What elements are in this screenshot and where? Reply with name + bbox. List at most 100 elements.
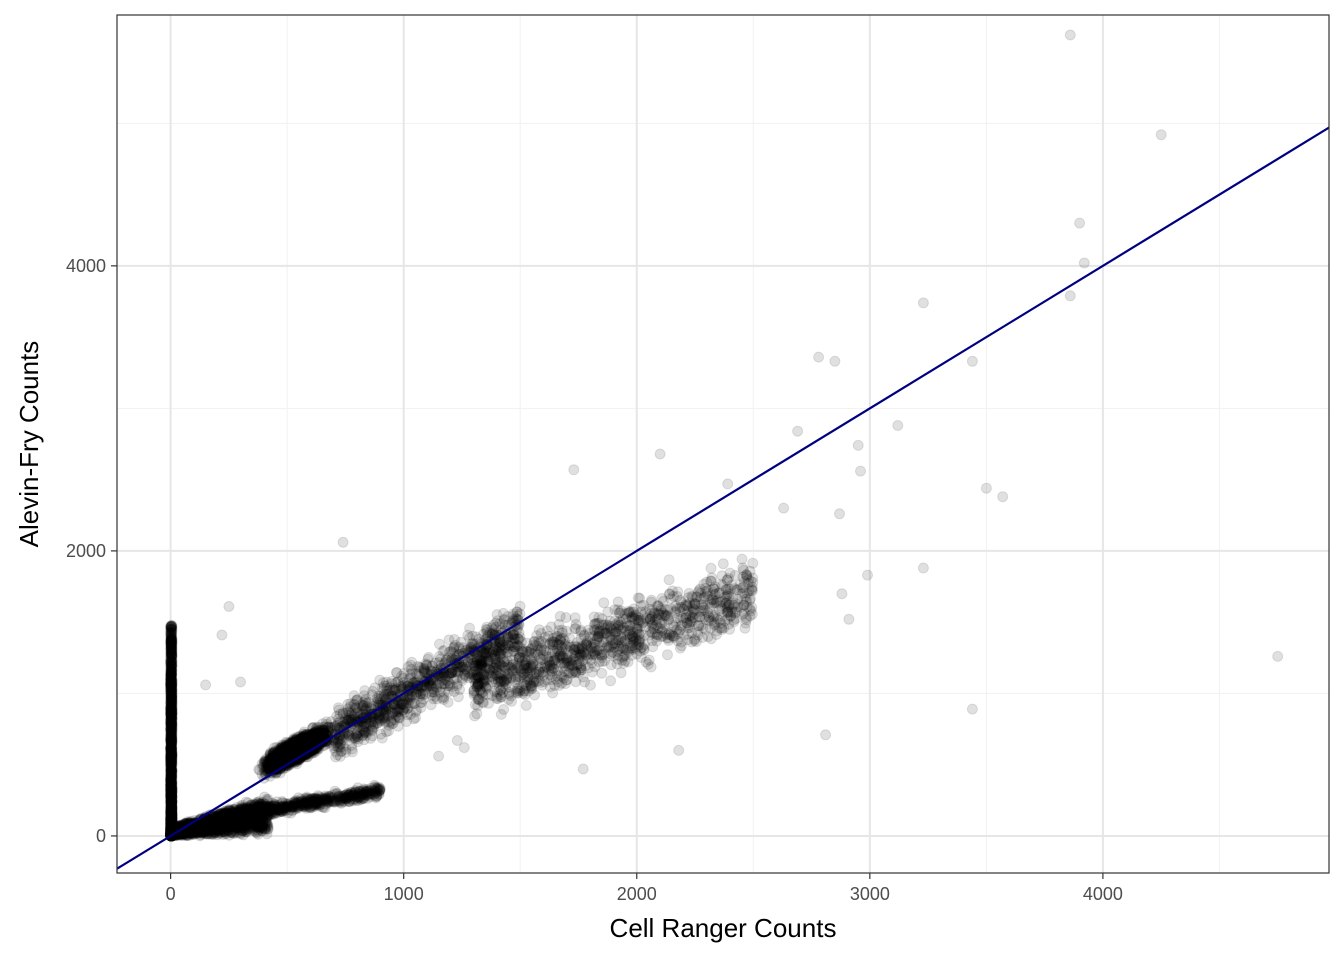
data-point: [166, 816, 178, 827]
data-point: [165, 798, 177, 810]
data-point: [165, 819, 177, 831]
data-point: [165, 817, 177, 829]
data-point: [166, 786, 178, 797]
data-point: [166, 790, 178, 802]
data-point: [165, 779, 177, 791]
data-point: [165, 673, 177, 685]
data-point: [165, 816, 177, 828]
data-point: [165, 693, 177, 705]
data-point: [166, 691, 178, 703]
data-point: [165, 818, 177, 830]
data-point: [329, 785, 341, 797]
data-point: [165, 668, 177, 680]
data-point: [165, 772, 177, 784]
data-point: [166, 695, 178, 707]
data-point: [349, 793, 361, 805]
data-point: [165, 738, 177, 750]
data-point: [166, 701, 178, 713]
data-point: [166, 651, 178, 663]
data-point: [165, 668, 177, 680]
data-point: [165, 721, 177, 733]
data-point: [166, 749, 178, 761]
data-point: [166, 735, 178, 746]
data-point: [166, 823, 178, 835]
data-point: [166, 795, 178, 807]
data-point: [165, 669, 177, 680]
data-point: [166, 803, 177, 815]
data-point: [166, 720, 178, 731]
data-point: [165, 812, 177, 824]
data-point: [166, 822, 178, 834]
data-point: [165, 755, 177, 767]
data-point: [165, 691, 177, 703]
data-point: [165, 708, 177, 720]
data-point: [165, 738, 177, 750]
data-point: [165, 811, 177, 823]
data-point: [166, 796, 178, 808]
data-point: [165, 821, 177, 833]
data-point: [166, 754, 178, 766]
data-point: [165, 801, 177, 813]
data-point: [165, 686, 177, 698]
data-point: [165, 684, 177, 696]
data-point: [166, 620, 178, 632]
data-point: [165, 733, 177, 744]
data-point: [166, 785, 178, 797]
data-point: [166, 691, 178, 703]
data-point: [166, 784, 178, 796]
data-point: [166, 814, 178, 826]
data-point: [165, 807, 177, 818]
data-point: [166, 728, 178, 740]
data-point: [166, 681, 177, 693]
data-point: [165, 785, 177, 797]
data-point: [165, 736, 177, 748]
data-point: [165, 790, 177, 802]
data-point: [165, 804, 177, 816]
data-point: [166, 813, 178, 825]
data-point: [166, 747, 178, 759]
data-point: [165, 799, 177, 811]
data-point: [165, 668, 177, 680]
data-point: [166, 788, 178, 800]
data-point: [166, 822, 178, 834]
data-point: [166, 741, 178, 753]
data-point: [165, 679, 177, 691]
data-point: [166, 707, 178, 719]
data-point: [166, 693, 178, 704]
data-point: [165, 810, 177, 822]
data-point: [166, 651, 177, 663]
data-point: [165, 797, 177, 809]
data-point: [165, 678, 177, 690]
data-point: [166, 811, 178, 823]
data-point: [166, 790, 178, 802]
data-point: [165, 699, 177, 711]
data-point: [165, 813, 177, 825]
data-point: [166, 803, 177, 815]
data-point: [165, 820, 177, 832]
data-point: [165, 819, 177, 831]
data-point: [166, 805, 178, 817]
data-point: [166, 738, 178, 750]
data-point: [165, 814, 177, 826]
data-point: [165, 783, 177, 795]
data-point: [165, 694, 177, 706]
data-point: [165, 800, 177, 812]
data-point: [165, 765, 177, 777]
data-point: [166, 796, 178, 807]
data-point: [165, 783, 177, 795]
data-point: [165, 672, 177, 684]
data-point: [165, 790, 177, 802]
data-point: [166, 801, 178, 813]
data-point: [165, 797, 177, 809]
data-point: [165, 796, 177, 808]
data-point: [166, 779, 178, 791]
data-point: [165, 793, 177, 805]
data-point: [166, 808, 178, 820]
data-point: [165, 679, 177, 691]
data-point: [166, 813, 178, 825]
data-point: [166, 742, 178, 754]
data-point: [261, 801, 273, 813]
data-point: [166, 656, 178, 668]
data-point: [165, 730, 177, 742]
data-point: [165, 775, 177, 787]
